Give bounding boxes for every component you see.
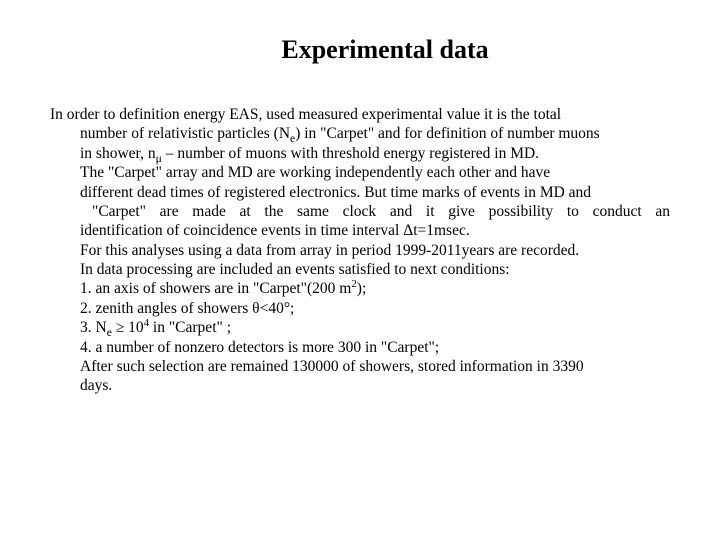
- text-fragment: ) in "Carpet" and for definition of numb…: [295, 125, 600, 142]
- page-title: Experimental data: [100, 35, 670, 65]
- text-line: in shower, nμ – number of muons with thr…: [50, 144, 670, 163]
- text-fragment: 1. an axis of showers are in "Carpet"(20…: [80, 280, 351, 297]
- text-line: 2. zenith angles of showers θ<40°;: [50, 299, 670, 318]
- text-line: After such selection are remained 130000…: [50, 357, 670, 376]
- text-line: identification of coincidence events in …: [50, 221, 670, 240]
- text-fragment: number of relativistic particles (N: [80, 125, 290, 142]
- text-line: 1. an axis of showers are in "Carpet"(20…: [50, 279, 670, 298]
- text-line: number of relativistic particles (Ne) in…: [50, 124, 670, 143]
- text-fragment: in shower, n: [80, 145, 156, 162]
- text-line: "Carpet" are made at the same clock and …: [50, 202, 670, 221]
- text-line: In data processing are included an event…: [50, 260, 670, 279]
- text-fragment: – number of muons with threshold energy …: [162, 145, 539, 162]
- body-paragraph: In order to definition energy EAS, used …: [50, 105, 670, 396]
- text-fragment: 3. N: [80, 319, 107, 336]
- text-line: The "Carpet" array and MD are working in…: [50, 163, 670, 182]
- text-fragment: in "Carpet" ;: [149, 319, 231, 336]
- text-line: In order to definition energy EAS, used …: [50, 105, 670, 124]
- text-line: different dead times of registered elect…: [50, 183, 670, 202]
- text-line: days.: [50, 376, 670, 395]
- text-line: 4. a number of nonzero detectors is more…: [50, 338, 670, 357]
- text-line: For this analyses using a data from arra…: [50, 241, 670, 260]
- text-line: 3. Ne ≥ 104 in "Carpet" ;: [50, 318, 670, 337]
- text-fragment: );: [357, 280, 366, 297]
- text-fragment: ≥ 10: [112, 319, 144, 336]
